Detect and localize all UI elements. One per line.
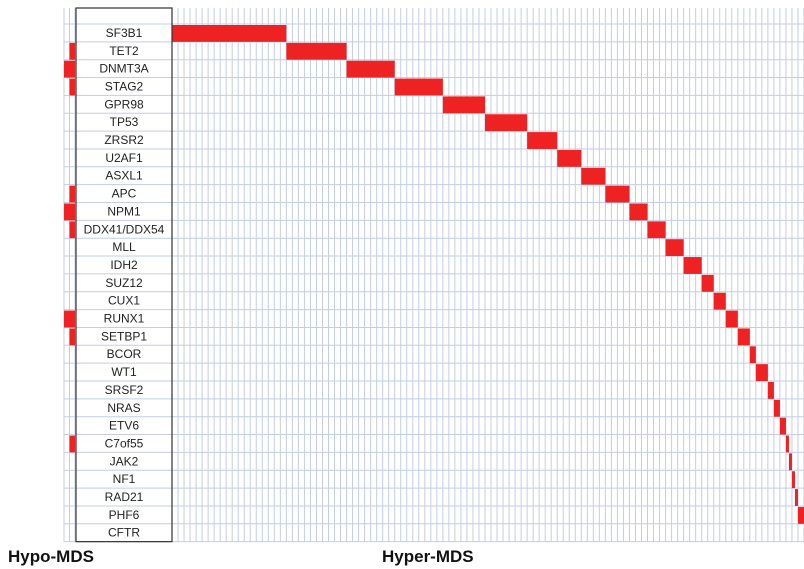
gene-label: GPR98 (104, 97, 144, 111)
hypo-mutation-c7of55 (69, 435, 75, 453)
hypo-mutation-tet2 (69, 42, 75, 60)
hyper-mutation-bcor (749, 346, 756, 364)
hypo-mds-label: Hypo-MDS (8, 547, 94, 566)
gene-label: RUNX1 (104, 312, 145, 326)
gene-labels: SF3B1 TET2 DNMT3A STAG2 GPR98 TP53 ZRSR2 U2AF1 A… (76, 8, 172, 543)
gene-label: WT1 (111, 365, 137, 379)
gene-label: SRSF2 (105, 383, 144, 397)
hyper-mutation-wt1 (755, 364, 768, 381)
gene-label: SETBP1 (101, 329, 147, 343)
hypo-mutation-npm1 (69, 203, 75, 221)
hyper-mutation-idh2 (683, 257, 702, 274)
hyper-mutation-dnmt3a (346, 60, 395, 78)
gene-label: DNMT3A (99, 62, 148, 76)
gene-label: NPM1 (107, 204, 141, 218)
hyper-mutation-phf6 (797, 506, 804, 524)
hyper-mutation-npm1 (629, 203, 648, 221)
hypo-mutation-stag2 (69, 78, 75, 96)
hyper-mutation-tp53 (484, 114, 528, 132)
gene-label: BCOR (107, 347, 142, 361)
gene-label: TP53 (110, 115, 139, 129)
gene-label: MLL (112, 240, 136, 254)
hyper-mutation-u2af1 (557, 149, 582, 167)
hyper-mutation-asxl1 (581, 167, 606, 185)
gene-label: DDX41/DDX54 (84, 222, 165, 236)
gene-label: SUZ12 (105, 276, 143, 290)
hyper-mutation-sf3b1 (172, 25, 287, 42)
gene-label: PHF6 (109, 508, 140, 522)
gene-label: STAG2 (105, 79, 144, 93)
gene-label: TET2 (109, 44, 139, 58)
hypo-mutation-npm1 (64, 203, 70, 221)
hyper-mutation-nras (773, 399, 780, 417)
gene-label-box (75, 7, 173, 543)
hyper-mutation-apc (605, 185, 630, 203)
gene-label: IDH2 (110, 258, 138, 272)
gene-label: RAD21 (105, 490, 144, 504)
gene-label: NF1 (113, 472, 136, 486)
hyper-mutation-zrsr2 (527, 132, 558, 149)
hyper-mutation-etv6 (779, 417, 786, 435)
hyper-mutation-suz12 (701, 274, 714, 292)
hyper-mutation-nf1 (791, 471, 795, 489)
gene-label: JAK2 (110, 454, 139, 468)
gene-label: SF3B1 (106, 26, 143, 40)
gene-label: APC (112, 187, 137, 201)
hyper-mds-label: Hyper-MDS (382, 547, 474, 566)
gene-label: CFTR (108, 526, 140, 540)
hyper-mutation-c7of55 (785, 435, 789, 453)
gene-label: ZRSR2 (104, 133, 144, 147)
hypo-mutation-setbp1 (69, 328, 75, 346)
gene-label: C7of55 (105, 436, 144, 450)
hyper-mutation-stag2 (394, 78, 443, 96)
hyper-mutation-srsf2 (767, 382, 774, 399)
hyper-mutation-jak2 (788, 453, 792, 471)
gene-label: CUX1 (108, 294, 140, 308)
hypo-mutation-runx1 (64, 310, 70, 328)
hypo-mutation-runx1 (69, 310, 75, 328)
hypo-mutation-ddx41-ddx54 (69, 221, 75, 239)
gene-label: ASXL1 (105, 169, 143, 183)
hypo-mutation-dnmt3a (64, 60, 70, 78)
hyper-mutation-cux1 (713, 292, 726, 310)
gene-label: U2AF1 (105, 151, 143, 165)
hyper-mutation-tet2 (286, 42, 347, 60)
hypo-mutation-apc (69, 185, 75, 203)
mutation-cells (64, 25, 804, 524)
gene-label: NRAS (107, 401, 140, 415)
hyper-mutation-mll (665, 239, 684, 257)
hyper-mutation-runx1 (725, 310, 738, 328)
gene-label: ETV6 (109, 419, 139, 433)
hypo-mutation-dnmt3a (69, 60, 75, 78)
hyper-mutation-ddx41-ddx54 (647, 221, 666, 239)
hyper-mutation-setbp1 (737, 328, 750, 346)
hyper-mutation-rad21 (794, 489, 798, 506)
hyper-mutation-gpr98 (442, 96, 485, 114)
